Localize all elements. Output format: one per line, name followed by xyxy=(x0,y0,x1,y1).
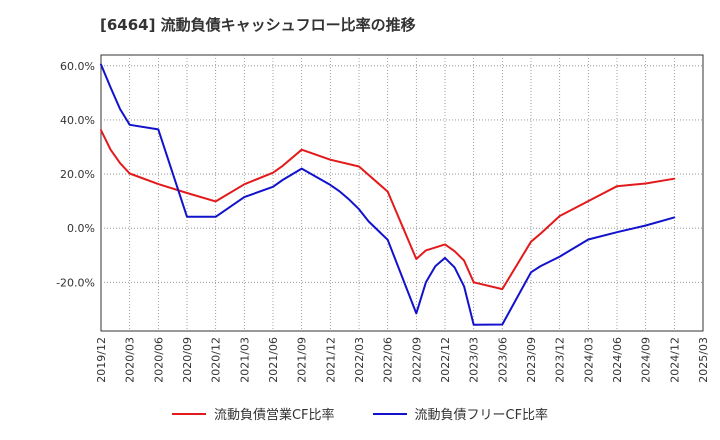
x-tick-label: 2025/03 xyxy=(697,337,710,383)
x-tick-label: 2021/06 xyxy=(267,337,280,383)
y-tick-label: 0.0% xyxy=(67,222,95,235)
series-layer xyxy=(100,63,676,326)
x-tick-label: 2023/06 xyxy=(496,337,509,383)
legend-item-1: 流動負債営業CF比率 xyxy=(171,404,335,423)
x-tick-label: 2020/12 xyxy=(210,337,223,383)
plot-area xyxy=(100,54,704,332)
x-tick-label: 2024/03 xyxy=(582,337,595,383)
chart-title: [6464] 流動負債キャッシュフロー比率の推移 xyxy=(100,16,416,34)
x-tick-label: 2022/12 xyxy=(439,337,452,383)
x-tick-label: 2024/12 xyxy=(668,337,681,383)
y-axis-ticks: 60.0% 40.0% 20.0% 0.0% -20.0% xyxy=(56,60,95,289)
y-tick-label: 40.0% xyxy=(60,114,95,127)
x-tick-label: 2024/09 xyxy=(640,337,653,383)
series-line-2 xyxy=(100,63,676,326)
x-tick-label: 2021/12 xyxy=(324,337,337,383)
x-tick-label: 2021/03 xyxy=(238,337,251,383)
x-tick-label: 2024/06 xyxy=(611,337,624,383)
y-tick-label: 20.0% xyxy=(60,168,95,181)
legend: 流動負債営業CF比率 流動負債フリーCF比率 xyxy=(0,404,720,423)
legend-label: 流動負債フリーCF比率 xyxy=(414,408,549,423)
x-tick-label: 2021/09 xyxy=(296,337,309,383)
legend-swatch xyxy=(171,412,206,415)
legend-label: 流動負債営業CF比率 xyxy=(213,408,335,423)
legend-swatch xyxy=(372,412,407,415)
x-axis-ticks: 2019/12 2020/03 2020/06 2020/09 2020/12 2021/… xyxy=(95,337,710,383)
y-tick-label: 60.0% xyxy=(60,60,95,73)
x-tick-label: 2023/12 xyxy=(554,337,567,383)
x-tick-label: 2019/12 xyxy=(95,337,108,383)
series-line-1 xyxy=(100,129,676,291)
grid-layer xyxy=(101,55,703,331)
x-tick-label: 2020/09 xyxy=(181,337,194,383)
x-tick-label: 2022/06 xyxy=(382,337,395,383)
x-tick-label: 2023/09 xyxy=(525,337,538,383)
legend-item-2: 流動負債フリーCF比率 xyxy=(372,404,549,423)
x-tick-label: 2023/03 xyxy=(468,337,481,383)
y-tick-label: -20.0% xyxy=(56,276,95,289)
x-tick-label: 2020/03 xyxy=(124,337,137,383)
x-tick-label: 2022/03 xyxy=(353,337,366,383)
x-tick-label: 2020/06 xyxy=(152,337,165,383)
x-tick-label: 2022/09 xyxy=(410,337,423,383)
